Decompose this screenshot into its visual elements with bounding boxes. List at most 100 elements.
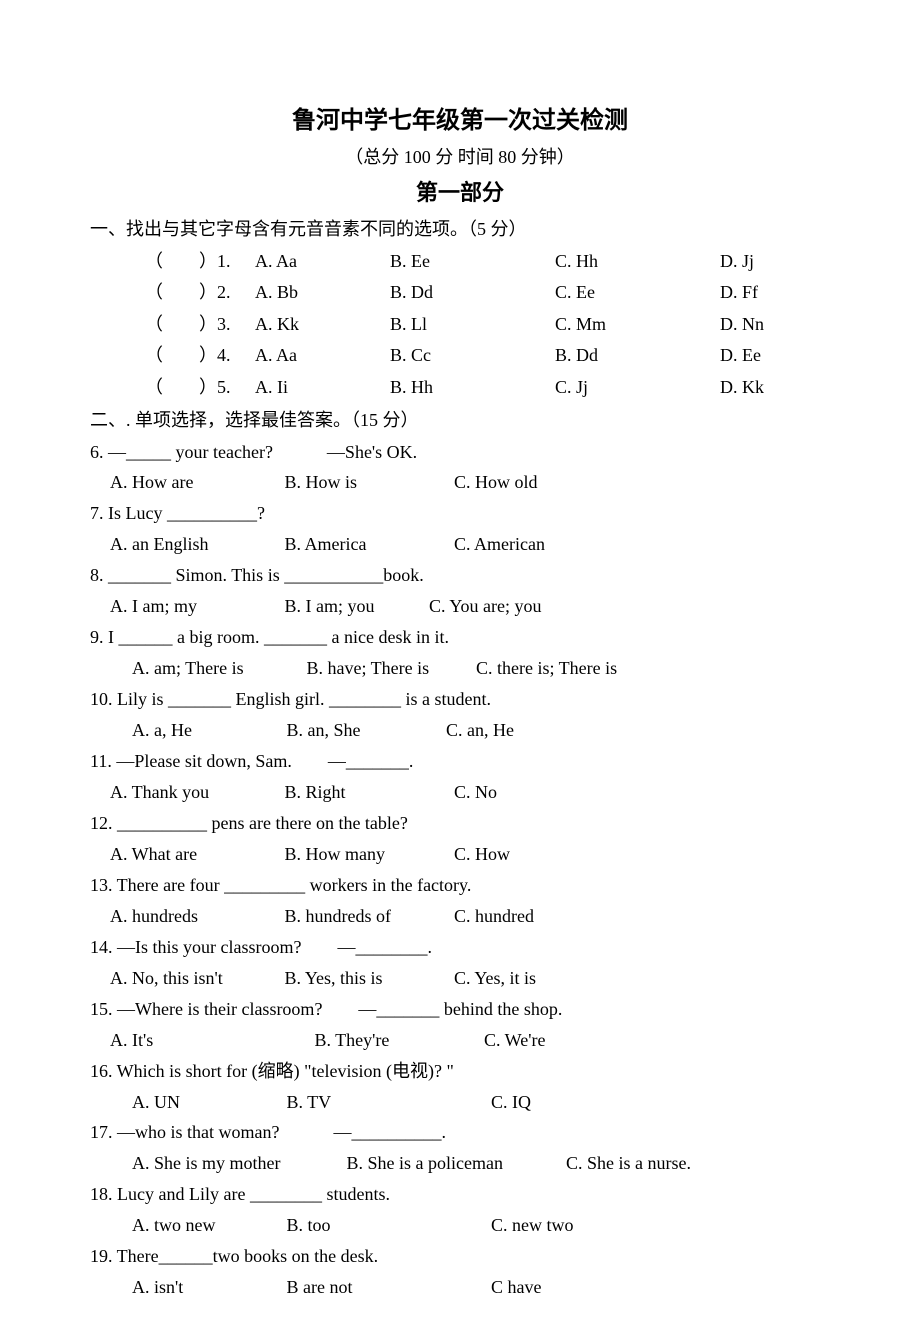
q12-opt-c: C. How bbox=[454, 839, 510, 870]
q15-stem: 15. —Where is their classroom? —_______ … bbox=[90, 994, 830, 1025]
q6-opt-a: A. How are bbox=[110, 467, 280, 498]
q14-options: A. No, this isn't B. Yes, this is C. Yes… bbox=[90, 963, 830, 994]
q8-options: A. I am; my B. I am; you C. You are; you bbox=[90, 591, 830, 622]
q1-opt-c: C. Hh bbox=[555, 246, 720, 278]
q17-stem: 17. —who is that woman? —__________. bbox=[90, 1117, 830, 1148]
q1-opt-a: A. Aa bbox=[255, 246, 390, 278]
q6-options: A. How are B. How is C. How old bbox=[90, 467, 830, 498]
q11-opt-c: C. No bbox=[454, 777, 497, 808]
q15-opt-a: A. It's bbox=[110, 1025, 310, 1056]
q19-opt-a: A. isn't bbox=[132, 1272, 282, 1303]
q12-options: A. What are B. How many C. How bbox=[90, 839, 830, 870]
q13-stem: 13. There are four _________ workers in … bbox=[90, 870, 830, 901]
q2-bracket: （ ）2. bbox=[145, 277, 255, 309]
q8-stem: 8. _______ Simon. This is ___________boo… bbox=[90, 560, 830, 591]
q5-opt-d: D. Kk bbox=[720, 372, 764, 404]
q11-opt-b: B. Right bbox=[285, 777, 450, 808]
q9-stem: 9. I ______ a big room. _______ a nice d… bbox=[90, 622, 830, 653]
q12-opt-a: A. What are bbox=[110, 839, 280, 870]
q18-opt-b: B. too bbox=[287, 1210, 487, 1241]
q3-opt-b: B. Ll bbox=[390, 309, 555, 341]
section-1-header: 一、找出与其它字母含有元音音素不同的选项。（5 分） bbox=[90, 214, 830, 246]
q5-opt-a: A. Ii bbox=[255, 372, 390, 404]
q9-opt-b: B. have; There is bbox=[307, 653, 472, 684]
q17-opt-c: C. She is a nurse. bbox=[566, 1153, 691, 1173]
q13-options: A. hundreds B. hundreds of C. hundred bbox=[90, 901, 830, 932]
q3-opt-d: D. Nn bbox=[720, 309, 764, 341]
q1-bracket: （ ）1. bbox=[145, 246, 255, 278]
q19-opt-c: C have bbox=[491, 1272, 541, 1303]
q7-stem: 7. Is Lucy __________? bbox=[90, 498, 830, 529]
q15-options: A. It's B. They're C. We're bbox=[90, 1025, 830, 1056]
q13-opt-c: C. hundred bbox=[454, 901, 534, 932]
q19-stem: 19. There______two books on the desk. bbox=[90, 1241, 830, 1272]
q15-opt-c: C. We're bbox=[484, 1025, 545, 1056]
q4-bracket: （ ）4. bbox=[145, 340, 255, 372]
q2-opt-a: A. Bb bbox=[255, 277, 390, 309]
q14-opt-c: C. Yes, it is bbox=[454, 963, 536, 994]
q6-opt-c: C. How old bbox=[454, 467, 538, 498]
q18-stem: 18. Lucy and Lily are ________ students. bbox=[90, 1179, 830, 1210]
q19-opt-b: B are not bbox=[287, 1272, 487, 1303]
q1-opt-b: B. Ee bbox=[390, 246, 555, 278]
q16-options: A. UN B. TV C. IQ bbox=[90, 1087, 830, 1118]
q5-bracket: （ ）5. bbox=[145, 372, 255, 404]
q16-stem: 16. Which is short for (缩略) "television … bbox=[90, 1056, 830, 1087]
q2-row: （ ）2. A. Bb B. Dd C. Ee D. Ff bbox=[90, 277, 830, 309]
q8-opt-c: C. You are; you bbox=[429, 591, 542, 622]
document-subtitle: （总分 100 分 时间 80 分钟） bbox=[90, 142, 830, 174]
document-title: 鲁河中学七年级第一次过关检测 bbox=[90, 100, 830, 142]
q10-opt-c: C. an, He bbox=[446, 715, 514, 746]
q3-row: （ ）3. A. Kk B. Ll C. Mm D. Nn bbox=[90, 309, 830, 341]
q13-opt-a: A. hundreds bbox=[110, 901, 280, 932]
q2-opt-c: C. Ee bbox=[555, 277, 720, 309]
q10-opt-b: B. an, She bbox=[287, 715, 442, 746]
q4-opt-d: D. Ee bbox=[720, 340, 761, 372]
q17-options: A. She is my mother B. She is a policema… bbox=[90, 1148, 830, 1179]
q10-opt-a: A. a, He bbox=[132, 715, 282, 746]
q12-opt-b: B. How many bbox=[285, 839, 450, 870]
q9-opt-c: C. there is; There is bbox=[476, 653, 617, 684]
q9-opt-a: A. am; There is bbox=[132, 653, 302, 684]
q6-opt-b: B. How is bbox=[285, 467, 450, 498]
q8-opt-b: B. I am; you bbox=[285, 591, 425, 622]
q4-opt-c: B. Dd bbox=[555, 340, 720, 372]
q7-opt-b: B. America bbox=[285, 529, 450, 560]
q13-opt-b: B. hundreds of bbox=[285, 901, 450, 932]
q1-row: （ ）1. A. Aa B. Ee C. Hh D. Jj bbox=[90, 246, 830, 278]
q10-options: A. a, He B. an, She C. an, He bbox=[90, 715, 830, 746]
q4-opt-b: B. Cc bbox=[390, 340, 555, 372]
q18-options: A. two new B. too C. new two bbox=[90, 1210, 830, 1241]
q11-opt-a: A. Thank you bbox=[110, 777, 280, 808]
q14-opt-b: B. Yes, this is bbox=[285, 963, 450, 994]
section-2-header: 二、. 单项选择，选择最佳答案。（15 分） bbox=[90, 405, 830, 437]
q18-opt-a: A. two new bbox=[132, 1210, 282, 1241]
q4-row: （ ）4. A. Aa B. Cc B. Dd D. Ee bbox=[90, 340, 830, 372]
q3-opt-a: A. Kk bbox=[255, 309, 390, 341]
q17-opt-a: A. She is my mother bbox=[132, 1148, 342, 1179]
q11-options: A. Thank you B. Right C. No bbox=[90, 777, 830, 808]
q2-opt-b: B. Dd bbox=[390, 277, 555, 309]
q16-opt-a: A. UN bbox=[132, 1087, 282, 1118]
q16-opt-c: C. IQ bbox=[491, 1087, 531, 1118]
part-title: 第一部分 bbox=[90, 174, 830, 213]
q7-opt-c: C. American bbox=[454, 529, 545, 560]
q3-opt-c: C. Mm bbox=[555, 309, 720, 341]
q4-opt-a: A. Aa bbox=[255, 340, 390, 372]
q3-bracket: （ ）3. bbox=[145, 309, 255, 341]
q5-row: （ ）5. A. Ii B. Hh C. Jj D. Kk bbox=[90, 372, 830, 404]
q2-opt-d: D. Ff bbox=[720, 277, 758, 309]
q15-opt-b: B. They're bbox=[315, 1025, 480, 1056]
q19-options: A. isn't B are not C have bbox=[90, 1272, 830, 1303]
q7-opt-a: A. an English bbox=[110, 529, 280, 560]
q16-opt-b: B. TV bbox=[287, 1087, 487, 1118]
q1-opt-d: D. Jj bbox=[720, 246, 754, 278]
q7-options: A. an English B. America C. American bbox=[90, 529, 830, 560]
q12-stem: 12. __________ pens are there on the tab… bbox=[90, 808, 830, 839]
q17-opt-b: B. She is a policeman bbox=[347, 1148, 562, 1179]
q14-stem: 14. —Is this your classroom? —________. bbox=[90, 932, 830, 963]
q5-opt-c: C. Jj bbox=[555, 372, 720, 404]
q11-stem: 11. —Please sit down, Sam. —_______. bbox=[90, 746, 830, 777]
q18-opt-c: C. new two bbox=[491, 1210, 574, 1241]
q6-stem: 6. —_____ your teacher? —She's OK. bbox=[90, 437, 830, 468]
